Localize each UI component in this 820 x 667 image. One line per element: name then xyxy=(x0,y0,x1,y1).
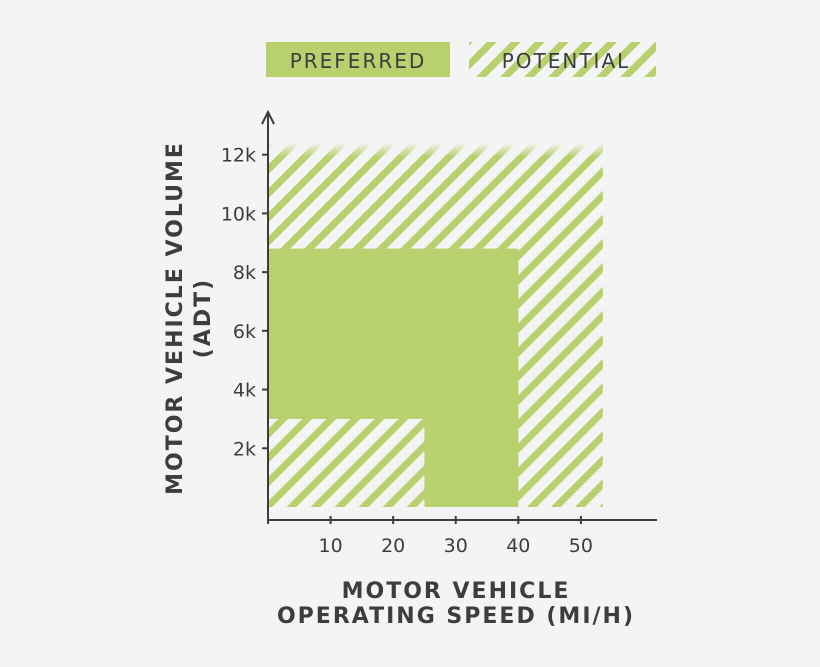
x-axis-title-line2: OPERATING SPEED (MI/H) xyxy=(277,604,635,629)
y-ticks: 2k 4k 6k 8k 10k 12k xyxy=(221,145,268,460)
region-potential-top-fade xyxy=(268,142,603,157)
y-tick-label: 4k xyxy=(233,380,256,402)
y-axis-title-line1: MOTOR VEHICLE VOLUME xyxy=(163,141,188,495)
y-tick-label: 10k xyxy=(221,203,256,225)
y-axis-title-line2: (ADT) xyxy=(191,278,216,358)
x-axis-title-line1: MOTOR VEHICLE xyxy=(342,579,571,604)
x-ticks: 10 20 30 40 50 xyxy=(267,516,593,557)
x-tick-label: 50 xyxy=(569,535,593,557)
y-tick-label: 2k xyxy=(233,438,256,460)
legend: PREFERRED POTENTIAL xyxy=(266,42,656,77)
y-tick-label: 8k xyxy=(233,262,256,284)
legend-label-potential: POTENTIAL xyxy=(502,49,631,73)
plot-regions xyxy=(268,142,603,507)
x-tick-label: 30 xyxy=(444,535,468,557)
x-tick-label: 10 xyxy=(318,535,342,557)
y-tick-label: 6k xyxy=(233,321,256,343)
region-preferred-2 xyxy=(424,418,519,507)
y-axis-arrow-icon xyxy=(261,109,275,125)
region-preferred-1 xyxy=(268,248,519,419)
x-tick-label: 40 xyxy=(506,535,530,557)
y-tick-label: 12k xyxy=(221,145,256,167)
legend-swatch-potential xyxy=(469,42,656,77)
axes xyxy=(261,109,657,521)
legend-swatch-preferred xyxy=(266,42,450,77)
legend-label-preferred: PREFERRED xyxy=(290,49,427,73)
y-axis-title: MOTOR VEHICLE VOLUME (ADT) xyxy=(163,141,216,495)
x-tick-label: 20 xyxy=(381,535,405,557)
